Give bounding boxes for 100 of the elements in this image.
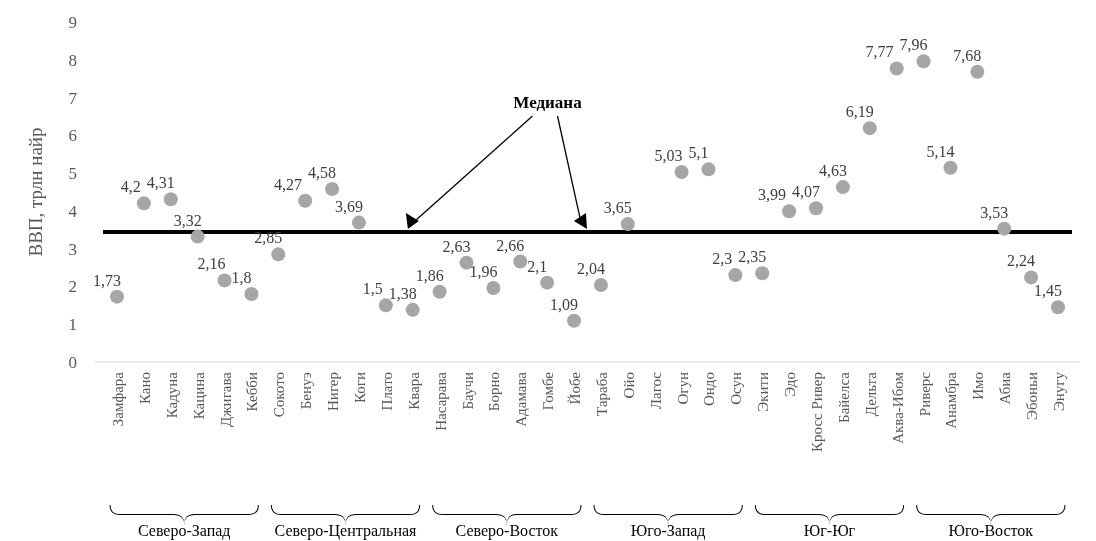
text: 7,77: [865, 43, 894, 61]
text: 1,8: [231, 269, 252, 286]
text: 4,58: [308, 163, 337, 181]
x-tick-label: Эдо: [782, 372, 799, 397]
point: [244, 287, 259, 301]
x-tick-label: Тараба: [593, 371, 610, 416]
text: 2,1: [527, 257, 548, 275]
x-tick-label: Ойо: [620, 372, 637, 399]
x-tick-label: Ондо: [701, 372, 718, 406]
point: [513, 254, 528, 269]
text: 1,45: [1034, 282, 1062, 300]
x-tick-label: Бенуэ: [298, 372, 315, 410]
x-tick-label: Имо: [970, 372, 987, 400]
y-tick-label: 1: [68, 315, 77, 335]
point: [298, 193, 313, 208]
x-tick-label: Насарава: [432, 371, 449, 431]
x-tick-label: Коги: [351, 372, 368, 403]
point: [835, 180, 850, 195]
x-tick-label: Осун: [728, 372, 745, 405]
x-tick-label: Кацина: [190, 371, 207, 420]
point: [809, 201, 824, 216]
x-tick-label: Лагос: [647, 371, 664, 410]
text: 7,68: [953, 46, 982, 64]
y-tick-label: 7: [68, 88, 78, 108]
text: 2,35: [738, 248, 767, 266]
text: 2,85: [254, 229, 283, 247]
x-tick-label: Риверс: [916, 371, 933, 417]
text: 4,31: [146, 174, 175, 192]
y-tick-label: 0: [68, 353, 77, 372]
text: 1,96: [469, 262, 498, 280]
point: [593, 277, 608, 292]
point: [486, 280, 501, 295]
x-tick-label: Нигер: [325, 372, 342, 411]
text: 3,32: [173, 211, 202, 229]
y-tick-label: 3: [68, 239, 77, 259]
point: [782, 204, 797, 219]
text: 6,19: [845, 103, 874, 121]
text: 1,73: [93, 271, 121, 289]
x-tick-label: Экити: [755, 372, 772, 412]
text: Юго-Восток: [948, 522, 1034, 539]
x-tick-label: Гомбе: [540, 371, 557, 411]
text: 2,24: [1007, 252, 1036, 270]
text: 1,86: [415, 266, 444, 284]
text: 3,69: [334, 197, 363, 215]
point: [540, 275, 555, 290]
y-tick-label: 5: [68, 164, 77, 184]
x-tick-label: Сокото: [271, 372, 288, 418]
x-tick-label: Джигава: [217, 371, 234, 427]
text: 1,5: [362, 280, 383, 298]
x-tick-label: Плато: [378, 372, 395, 411]
text: 5,14: [926, 142, 955, 160]
x-tick-label: Абиа: [997, 371, 1014, 405]
x-tick-label: Кебби: [244, 372, 261, 412]
point: [674, 164, 689, 179]
point: [889, 61, 904, 76]
point: [271, 247, 286, 262]
point: [163, 192, 178, 207]
text: Северо-Восток: [455, 522, 559, 540]
point: [997, 221, 1012, 236]
point: [567, 313, 582, 328]
point: [701, 162, 716, 177]
text: 2,66: [496, 236, 525, 254]
text: 5,03: [654, 146, 683, 164]
x-tick-label: Квара: [405, 371, 422, 410]
point: [620, 217, 635, 232]
point: [136, 196, 151, 211]
x-tick-label: Эбоньи: [1024, 372, 1041, 420]
x-tick-label: Кадуна: [163, 371, 180, 419]
ref-line-label: Медиана: [513, 93, 583, 112]
text: 2,16: [197, 255, 226, 273]
text: 5,1: [688, 144, 709, 162]
y-tick-label: 8: [68, 50, 77, 70]
point: [190, 229, 205, 244]
y-tick-label: 4: [68, 201, 78, 221]
x-tick-label: Замфара: [110, 371, 126, 427]
y-axis-title: ВВП, трлн найр: [25, 127, 46, 257]
point: [1024, 270, 1039, 285]
text: 4,27: [274, 175, 303, 193]
text: 2,04: [576, 259, 605, 277]
text: 4,63: [818, 162, 847, 180]
y-tick-label: 2: [68, 277, 77, 297]
text: 4,07: [792, 183, 821, 201]
x-tick-label: Аква-Ибом: [889, 371, 906, 444]
point: [916, 54, 931, 69]
point: [325, 181, 340, 196]
x-tick-label: Адамава: [513, 371, 530, 427]
text: 1,38: [388, 284, 417, 302]
text: 3,65: [603, 199, 632, 217]
text: 1,09: [550, 295, 579, 313]
x-tick-label: Анамбра: [943, 371, 960, 429]
x-tick-label: Огун: [674, 372, 691, 405]
x-tick-label: Дельта: [862, 371, 879, 417]
point: [217, 273, 232, 288]
text: Северо-Центральная: [274, 522, 418, 540]
x-tick-label: Энугу: [1051, 371, 1067, 412]
x-tick-label: Байелса: [835, 371, 852, 423]
text: 7,96: [899, 36, 928, 54]
point: [970, 64, 985, 79]
text: 4,2: [120, 178, 141, 196]
text: 3,53: [980, 203, 1009, 221]
